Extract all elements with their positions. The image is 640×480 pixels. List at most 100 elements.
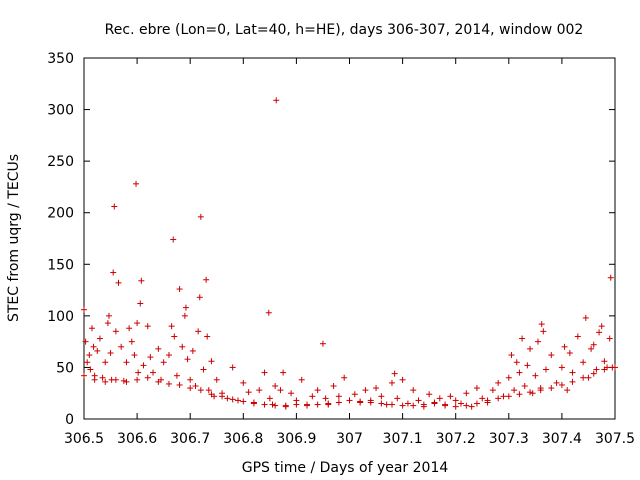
data-point: [298, 376, 305, 383]
data-point: [566, 349, 573, 356]
data-point: [204, 333, 211, 340]
data-point: [88, 325, 95, 332]
data-point: [273, 97, 280, 104]
data-point: [104, 320, 111, 327]
data-point: [388, 379, 395, 386]
data-point: [269, 401, 276, 408]
plot-area: 306.5 306.6 306.7 306.8 306.9 307 307.1 307.2 30…: [47, 51, 635, 447]
data-point: [538, 321, 545, 328]
data-point: [208, 391, 215, 398]
data-point: [140, 362, 147, 369]
data-point: [431, 400, 438, 407]
data-point: [404, 400, 411, 407]
data-point: [582, 314, 589, 321]
data-point: [378, 393, 385, 400]
data-point: [82, 338, 89, 345]
data-point: [426, 391, 433, 398]
data-point: [516, 369, 523, 376]
data-point: [288, 390, 295, 397]
data-point: [529, 390, 536, 397]
data-point: [137, 300, 144, 307]
data-point: [588, 345, 595, 352]
data-point: [304, 402, 311, 409]
x-tick-label: 306.5: [64, 431, 104, 447]
data-point: [144, 374, 151, 381]
y-tick-label: 150: [47, 257, 74, 273]
data-point: [542, 366, 549, 373]
data-point: [265, 309, 272, 316]
data-point: [415, 397, 422, 404]
x-tick-label: 307.2: [436, 431, 476, 447]
data-point: [102, 359, 109, 366]
data-point: [272, 402, 279, 409]
data-point: [330, 382, 337, 389]
data-point: [391, 370, 398, 377]
data-point: [468, 403, 475, 410]
x-tick-label: 306.9: [276, 431, 316, 447]
data-point: [203, 276, 210, 283]
data-point: [479, 395, 486, 402]
y-tick-label: 200: [47, 206, 74, 222]
data-point: [102, 378, 109, 385]
data-point: [192, 382, 199, 389]
data-point: [346, 397, 353, 404]
data-point: [170, 236, 177, 243]
data-point: [165, 352, 172, 359]
data-point: [378, 400, 385, 407]
data-point: [168, 323, 175, 330]
data-point: [596, 329, 603, 336]
data-point: [200, 366, 207, 373]
data-point: [590, 341, 597, 348]
data-point: [325, 401, 332, 408]
data-point: [309, 393, 316, 400]
data-point: [410, 402, 417, 409]
data-point: [155, 345, 162, 352]
data-point: [319, 340, 326, 347]
data-point: [115, 279, 122, 286]
x-tick-label: 307.1: [383, 431, 423, 447]
data-point: [357, 398, 364, 405]
data-point: [171, 333, 178, 340]
data-point: [107, 349, 114, 356]
data-point: [160, 359, 167, 366]
data-point: [123, 359, 130, 366]
data-point: [521, 382, 528, 389]
data-point: [463, 390, 470, 397]
data-point: [272, 382, 279, 389]
data-point: [187, 385, 194, 392]
data-point: [489, 387, 496, 394]
data-point: [511, 387, 518, 394]
data-point: [184, 356, 191, 363]
data-point: [277, 387, 284, 394]
data-point: [537, 387, 544, 394]
data-point: [280, 369, 287, 376]
data-point: [524, 362, 531, 369]
data-point: [367, 399, 374, 406]
data-point: [580, 359, 587, 366]
y-tick-label: 300: [47, 103, 74, 119]
data-point: [535, 338, 542, 345]
x-tick-label: 307.5: [595, 431, 635, 447]
data-point: [388, 401, 395, 408]
data-point: [532, 372, 539, 379]
data-point: [197, 387, 204, 394]
data-point: [213, 376, 220, 383]
data-point: [266, 395, 273, 402]
data-point: [105, 312, 112, 319]
data-point: [362, 387, 369, 394]
data-point: [399, 376, 406, 383]
data-point: [261, 401, 268, 408]
data-point: [548, 385, 555, 392]
x-tick-label: 306.8: [223, 431, 263, 447]
data-point: [585, 374, 592, 381]
data-point: [155, 378, 162, 385]
data-point: [335, 393, 342, 400]
data-point: [463, 402, 470, 409]
x-tick-label: 306.6: [117, 431, 157, 447]
y-axis-label: STEC from uqrg / TECUs: [6, 154, 22, 322]
data-point: [112, 376, 119, 383]
data-point: [134, 320, 141, 327]
data-point: [99, 374, 106, 381]
data-point: [505, 393, 512, 400]
data-point: [314, 401, 321, 408]
